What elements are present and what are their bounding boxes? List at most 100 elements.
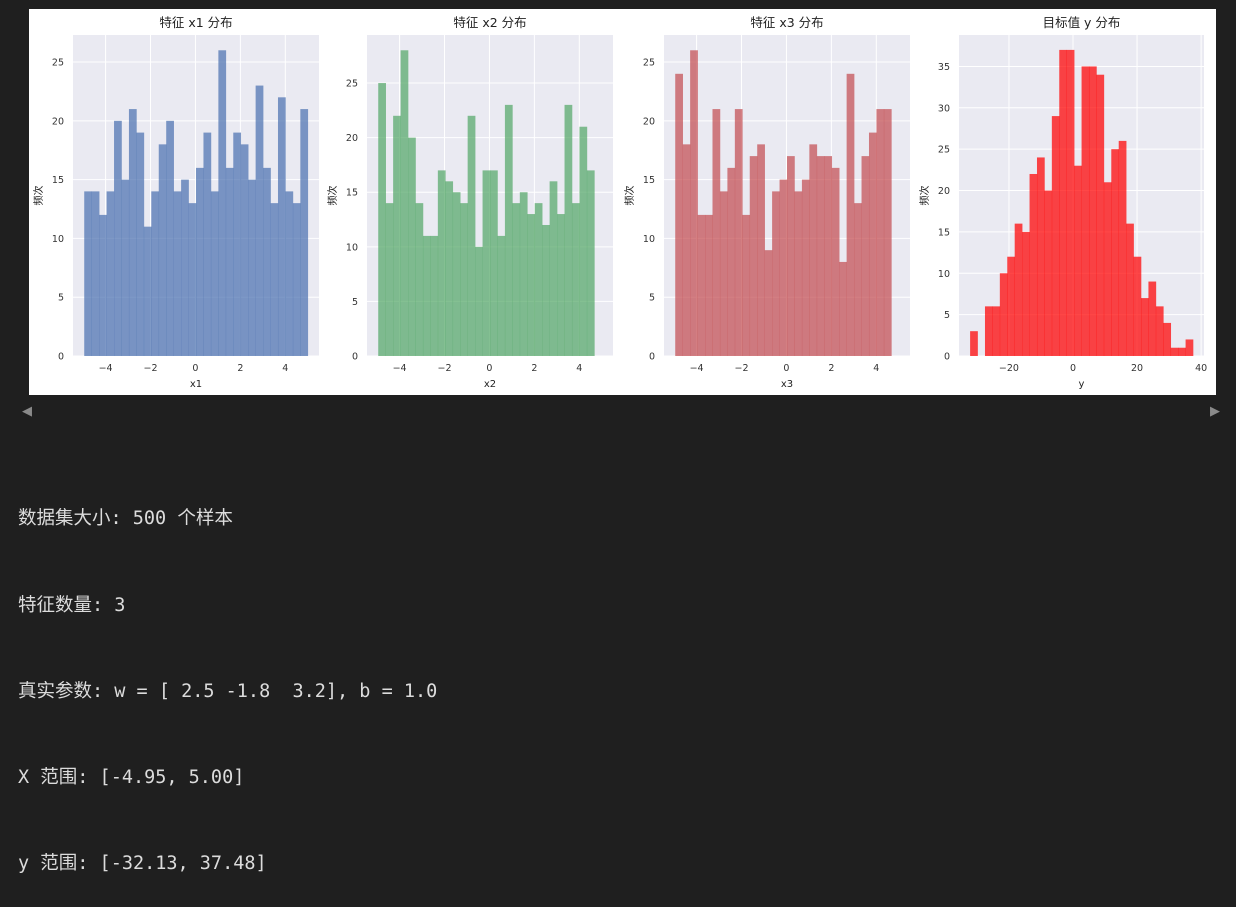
output-line-y-range: y 范围: [-32.13, 37.48] — [18, 852, 267, 874]
histogram-bar — [136, 132, 145, 356]
histogram-bar — [1185, 339, 1194, 356]
histogram-bar — [586, 170, 595, 356]
chart-title: 特征 x3 分布 — [750, 15, 823, 30]
histogram-bar — [831, 167, 840, 356]
histogram-bar — [794, 191, 803, 356]
histogram-bar — [482, 170, 491, 356]
y-tick-label: 15 — [938, 227, 950, 238]
histogram-bar — [385, 203, 394, 356]
histogram-bar — [143, 226, 152, 356]
histogram-panel-4: 目标值 y 分布 −20 0 20 40 0 5 10 15 20 25 30 35 y 频次 — [918, 15, 1207, 390]
y-tick-label: 30 — [938, 103, 950, 114]
histogram-panel-2: 特征 x2 分布 −4 −2 0 2 4 0 5 10 15 20 25 x2 频次 — [326, 15, 613, 390]
y-tick-label: 5 — [352, 297, 358, 308]
histogram-bar — [809, 144, 818, 356]
y-tick-label: 0 — [58, 352, 64, 363]
histogram-bar — [188, 203, 197, 356]
y-tick-label: 0 — [649, 352, 655, 363]
histogram-bar — [854, 203, 862, 356]
histogram-bar — [787, 156, 795, 356]
y-axis-label: 频次 — [326, 186, 339, 206]
histogram-bar — [422, 235, 431, 356]
histogram-bar — [437, 170, 446, 356]
x-tick-label: −4 — [393, 363, 407, 374]
histogram-bar — [992, 306, 1001, 356]
histogram-panel-3: 特征 x3 分布 −4 −2 0 2 4 0 5 10 15 20 25 x3 频次 — [623, 15, 910, 390]
y-tick-label: 25 — [938, 145, 950, 156]
histogram-bar — [378, 83, 386, 356]
histogram-bar — [1029, 173, 1038, 356]
scroll-right-icon[interactable]: ▶ — [1210, 404, 1220, 419]
chart-title: 目标值 y 分布 — [1043, 15, 1121, 30]
histogram-bar — [460, 203, 468, 356]
histogram-bar — [430, 235, 439, 356]
y-tick-label: 10 — [643, 234, 655, 245]
histogram-bar — [675, 73, 683, 357]
histogram-bar — [712, 109, 721, 356]
histogram-bar — [984, 306, 993, 356]
y-axis-label: 频次 — [918, 186, 931, 206]
histogram-bar — [764, 250, 773, 356]
histogram-bar — [114, 120, 122, 356]
histogram-bar — [868, 132, 877, 356]
histogram-bar — [166, 120, 174, 356]
x-tick-label: 2 — [531, 363, 537, 374]
y-tick-label: 20 — [938, 186, 950, 197]
histogram-bar — [240, 144, 249, 356]
histogram-bar — [128, 109, 137, 356]
histogram-bar — [861, 156, 870, 356]
histogram-bar — [1170, 347, 1179, 356]
histogram-bar — [277, 97, 286, 357]
y-tick-label: 20 — [346, 133, 358, 144]
chart-title: 特征 x2 分布 — [453, 15, 526, 30]
x-tick-label: 0 — [1070, 363, 1076, 374]
histogram-bar — [467, 115, 476, 356]
histogram-bar — [571, 203, 580, 356]
y-tick-label: 5 — [58, 293, 64, 304]
output-figure: 特征 x1 分布 −4 −2 0 2 4 0 5 10 15 20 25 x1 频次 特征 x2 分布 −4−… — [29, 9, 1216, 395]
histogram-bar — [1036, 157, 1045, 356]
x-tick-label: 4 — [576, 363, 582, 374]
histogram-bar — [1126, 223, 1134, 356]
y-tick-label: 10 — [52, 234, 64, 245]
y-tick-label: 20 — [643, 116, 655, 127]
output-line-dataset-size: 数据集大小: 500 个样本 — [18, 508, 233, 530]
histogram-bar — [255, 85, 264, 357]
histogram-bar — [534, 203, 543, 356]
histogram-bar — [151, 191, 160, 356]
y-tick-label: 10 — [938, 269, 950, 280]
histogram-bar — [719, 191, 728, 356]
output-line-x-range: X 范围: [-4.95, 5.00] — [18, 766, 245, 788]
y-tick-label: 25 — [643, 58, 655, 69]
x-tick-label: −2 — [143, 363, 157, 374]
x-tick-label: −2 — [437, 363, 451, 374]
x-tick-label: 4 — [873, 363, 879, 374]
y-tick-label: 25 — [346, 79, 358, 90]
x-tick-label: −2 — [734, 363, 748, 374]
x-tick-label: 0 — [192, 363, 198, 374]
x-axis-label: x2 — [484, 379, 496, 390]
histogram-bar — [579, 126, 588, 356]
histogram-bar — [1014, 223, 1023, 356]
histogram-bar — [263, 167, 271, 356]
x-tick-label: 4 — [282, 363, 288, 374]
y-tick-label: 20 — [52, 116, 64, 127]
scroll-left-icon[interactable]: ◀ — [22, 404, 32, 419]
x-tick-label: 0 — [486, 363, 492, 374]
histogram-bar — [1111, 149, 1120, 356]
histogram-bar — [1066, 49, 1075, 356]
histogram-bar — [1103, 182, 1112, 356]
x-tick-label: 20 — [1131, 363, 1143, 374]
histogram-bar — [1118, 140, 1127, 356]
histogram-bar — [1074, 165, 1082, 356]
histogram-bar — [557, 214, 565, 356]
histogram-bar — [210, 191, 219, 356]
histogram-bar — [1141, 298, 1149, 356]
x-tick-label: 2 — [828, 363, 834, 374]
histogram-bar — [415, 203, 424, 356]
histogram-bar — [445, 181, 454, 356]
y-axis-label: 频次 — [32, 186, 45, 206]
histogram-bar — [1096, 74, 1105, 357]
chart-title: 特征 x1 分布 — [159, 15, 232, 30]
